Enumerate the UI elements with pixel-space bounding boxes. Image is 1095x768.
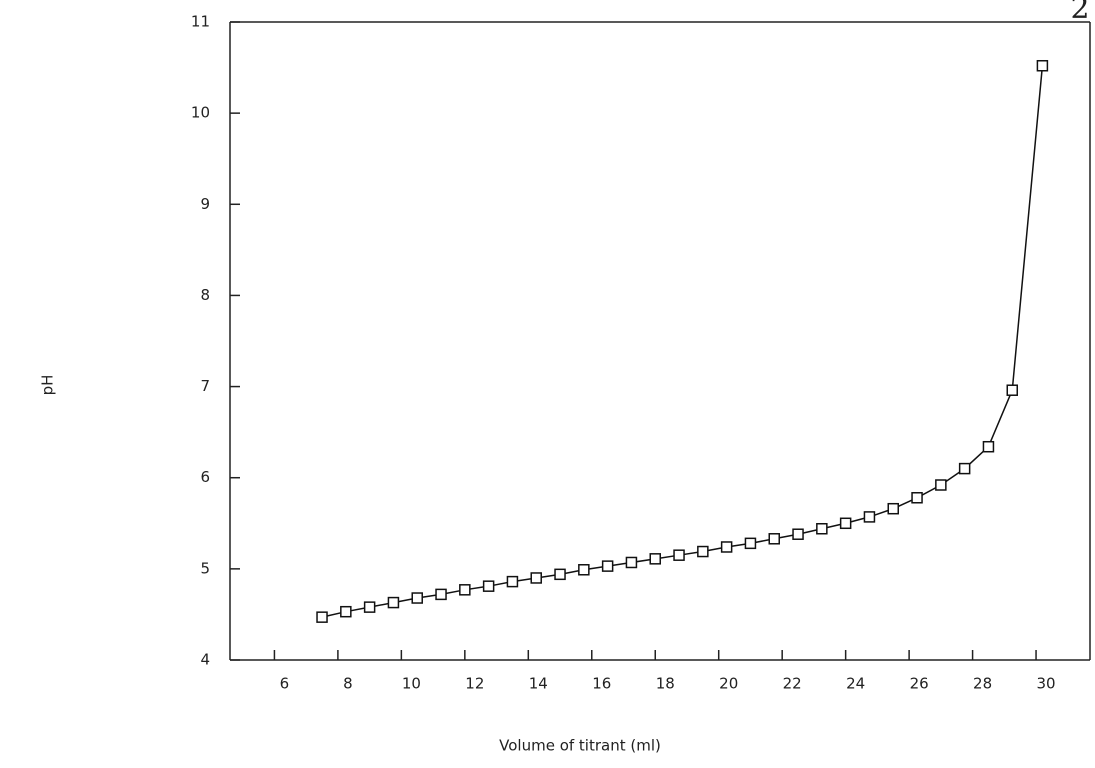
data-point xyxy=(1036,59,1049,72)
x-tick-label: 22 xyxy=(783,675,802,693)
data-point xyxy=(839,517,852,530)
data-point xyxy=(363,601,376,613)
data-point xyxy=(816,523,828,535)
data-point xyxy=(554,568,566,581)
x-axis-title: Volume of titrant (ml) xyxy=(499,737,661,755)
x-tick-label: 20 xyxy=(719,675,738,693)
y-tick-label: 7 xyxy=(200,377,210,395)
plot-frame xyxy=(229,21,1091,661)
data-point xyxy=(625,556,638,569)
data-point xyxy=(1006,384,1019,396)
x-tick-label: 24 xyxy=(846,675,865,693)
data-point xyxy=(578,564,590,576)
y-tick-label: 8 xyxy=(200,286,210,304)
x-tick-label: 10 xyxy=(402,675,421,693)
x-tick-label: 16 xyxy=(592,675,611,693)
x-tick-label: 14 xyxy=(529,675,548,693)
data-point xyxy=(601,560,614,572)
x-tick-label: 12 xyxy=(465,675,484,693)
data-point xyxy=(697,545,709,558)
x-tick-label: 8 xyxy=(343,675,353,693)
data-point xyxy=(863,511,876,523)
data-point xyxy=(411,592,423,604)
data-point xyxy=(435,588,447,601)
y-axis-title: pH xyxy=(39,375,57,396)
x-tick-label: 28 xyxy=(973,675,992,693)
data-point xyxy=(911,492,923,504)
y-tick-label: 9 xyxy=(200,195,210,213)
data-point xyxy=(459,584,471,596)
data-point xyxy=(887,502,899,515)
data-point xyxy=(768,533,780,545)
page-number: 2 xyxy=(1070,0,1089,26)
y-tick-label: 11 xyxy=(191,13,210,31)
data-point xyxy=(720,541,733,553)
data-point xyxy=(744,537,757,550)
data-point xyxy=(340,605,352,618)
x-tick-label: 26 xyxy=(910,675,929,693)
y-tick-label: 4 xyxy=(200,651,210,669)
data-point xyxy=(530,572,542,584)
data-point xyxy=(958,462,971,475)
data-line xyxy=(321,65,1044,618)
x-tick-label: 6 xyxy=(280,675,290,693)
x-tick-label: 18 xyxy=(656,675,675,693)
data-point xyxy=(935,479,947,491)
y-tick-label: 10 xyxy=(191,104,210,122)
data-point xyxy=(387,596,400,609)
data-point xyxy=(792,528,804,540)
data-point xyxy=(982,440,995,453)
data-point xyxy=(482,580,495,592)
x-tick-label: 30 xyxy=(1037,675,1056,693)
y-tick-label: 6 xyxy=(200,468,210,486)
y-tick-label: 5 xyxy=(200,559,210,577)
data-point xyxy=(673,549,685,561)
data-point xyxy=(506,575,519,588)
data-point xyxy=(316,611,328,623)
data-point xyxy=(649,553,661,565)
